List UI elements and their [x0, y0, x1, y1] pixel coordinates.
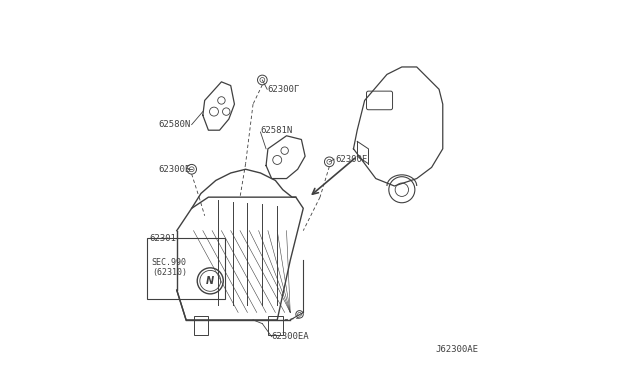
- Text: J62300AE: J62300AE: [435, 345, 478, 354]
- Bar: [193, 316, 209, 335]
- Text: 62580N: 62580N: [158, 120, 191, 129]
- Text: 62300E: 62300E: [158, 165, 191, 174]
- Text: 62301: 62301: [149, 234, 176, 243]
- Bar: [268, 316, 283, 335]
- Text: (62310): (62310): [152, 268, 187, 277]
- Text: SEC.990: SEC.990: [152, 258, 187, 267]
- Text: 62300F: 62300F: [335, 155, 367, 164]
- Text: N: N: [206, 276, 214, 286]
- Text: 62300Г: 62300Г: [267, 85, 300, 94]
- Text: 62300EA: 62300EA: [271, 332, 309, 341]
- Text: 62581N: 62581N: [260, 126, 292, 135]
- Bar: [147, 238, 225, 299]
